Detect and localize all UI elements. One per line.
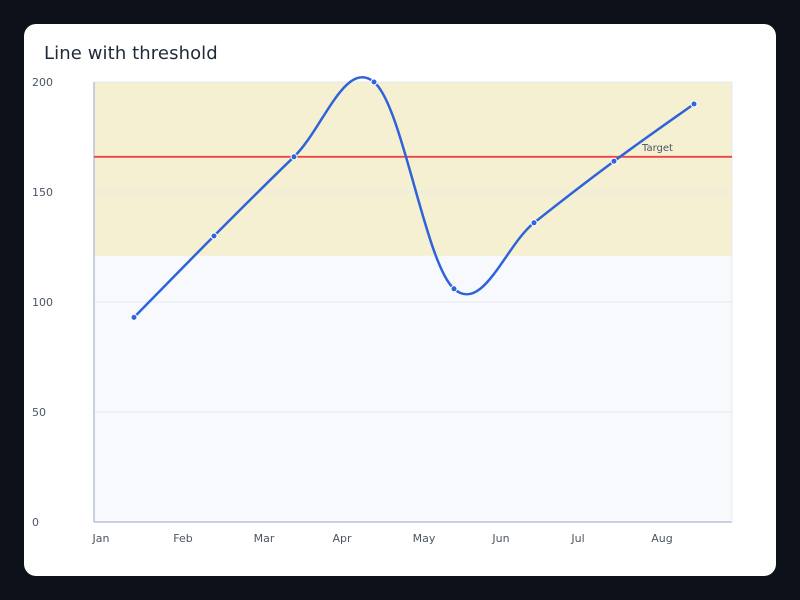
x-tick-label: Jul: [570, 532, 584, 545]
tick-labels-layer: 0 50 100 150 200 Jan Feb Mar Apr May Jun Jul Aug: [32, 76, 673, 545]
axes-layer: [93, 82, 733, 523]
x-tick-label: May: [413, 532, 436, 545]
y-tick-label: 150: [32, 186, 53, 199]
threshold-label: Target: [641, 143, 673, 154]
data-point: [450, 285, 458, 293]
data-point: [530, 219, 538, 227]
data-point: [290, 153, 298, 161]
x-tick-label: Jun: [491, 532, 509, 545]
data-point: [130, 313, 138, 321]
chart-card: Line with threshold Target 0 50 100 150 200 J…: [24, 24, 776, 576]
x-tick-label: Apr: [332, 532, 352, 545]
line-chart: Target 0 50 100 150 200 Jan Feb Mar Apr May Jun Jul…: [32, 76, 733, 545]
x-tick-label: Mar: [254, 532, 275, 545]
x-tick-label: Feb: [173, 532, 192, 545]
y-tick-label: 50: [32, 406, 46, 419]
data-point: [690, 100, 698, 108]
x-tick-label: Aug: [651, 532, 672, 545]
y-tick-label: 100: [32, 296, 53, 309]
gridlines-layer: [94, 81, 732, 413]
data-point: [210, 232, 218, 240]
series-line: [132, 76, 696, 319]
x-tick-label: Jan: [92, 532, 110, 545]
series-layer: [130, 76, 698, 321]
data-point: [610, 157, 618, 165]
threshold-layer: Target: [94, 143, 732, 158]
y-tick-label: 200: [32, 76, 53, 89]
threshold-band-layer: [94, 82, 732, 256]
threshold-band: [94, 82, 732, 256]
data-point: [370, 78, 378, 86]
y-tick-label: 0: [32, 516, 39, 529]
chart-title: Line with threshold: [44, 43, 218, 64]
